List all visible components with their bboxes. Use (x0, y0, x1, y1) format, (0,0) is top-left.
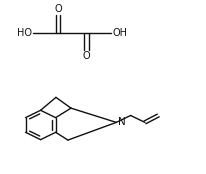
Text: HO: HO (18, 28, 32, 38)
Text: N: N (118, 117, 126, 127)
Text: O: O (54, 4, 62, 14)
Text: O: O (83, 51, 90, 61)
Text: OH: OH (112, 28, 127, 38)
